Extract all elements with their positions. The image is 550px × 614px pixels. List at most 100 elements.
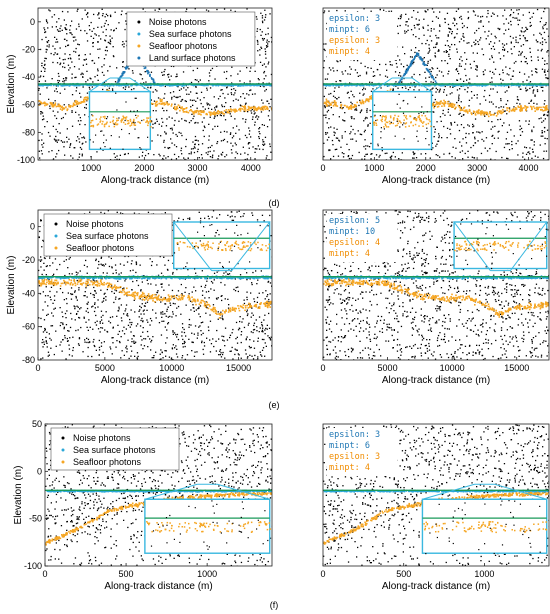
- noise-photon: [528, 102, 530, 104]
- noise-photon: [84, 106, 86, 109]
- noise-photon: [439, 24, 441, 26]
- noise-photon: [120, 13, 122, 16]
- noise-photon: [534, 68, 537, 70]
- noise-photon: [491, 135, 493, 137]
- seafloor-photon: [469, 110, 471, 112]
- noise-photon: [225, 77, 228, 80]
- sea-surface-photon: [223, 84, 226, 87]
- inset-noise-photon: [134, 128, 136, 130]
- inset-noise-photon: [95, 134, 97, 136]
- inset-seafloor-photon: [90, 125, 92, 127]
- legend-marker: [137, 32, 141, 36]
- noise-photon: [429, 59, 432, 61]
- noise-photon: [97, 26, 99, 28]
- noise-photon: [439, 116, 442, 118]
- noise-photon: [262, 148, 264, 151]
- noise-photon: [190, 91, 192, 93]
- land-photon: [434, 80, 437, 82]
- seafloor-photon: [211, 112, 214, 115]
- noise-photon: [73, 66, 76, 68]
- noise-photon: [266, 100, 268, 102]
- inset-seafloor-photon: [91, 119, 94, 122]
- seafloor-photon: [150, 102, 153, 105]
- noise-photon: [266, 46, 268, 48]
- sea-surface-photon: [419, 84, 421, 86]
- noise-photon: [431, 8, 434, 10]
- inset-seafloor-photon: [100, 116, 102, 118]
- inset-seafloor-photon: [133, 124, 136, 126]
- noise-photon: [75, 28, 78, 30]
- noise-photon: [385, 63, 387, 66]
- noise-photon: [263, 70, 266, 73]
- noise-photon: [81, 155, 83, 157]
- noise-photon: [51, 150, 53, 152]
- noise-photon: [208, 135, 210, 137]
- noise-photon: [267, 33, 269, 35]
- noise-photon: [77, 43, 79, 45]
- noise-photon: [323, 114, 325, 116]
- noise-photon: [163, 74, 165, 76]
- noise-photon: [94, 76, 96, 78]
- noise-photon: [341, 137, 343, 139]
- noise-photon: [71, 20, 73, 22]
- noise-photon: [101, 15, 104, 17]
- noise-photon: [477, 15, 479, 17]
- noise-photon: [157, 134, 159, 136]
- sea-surface-photon: [40, 84, 42, 87]
- noise-photon: [70, 155, 72, 157]
- noise-photon: [71, 77, 73, 79]
- seafloor-photon: [348, 106, 351, 108]
- noise-photon: [324, 78, 327, 80]
- sea-surface-photon: [102, 84, 104, 87]
- noise-photon: [447, 34, 449, 36]
- noise-photon: [152, 127, 154, 129]
- noise-photon: [461, 60, 463, 62]
- noise-photon: [544, 60, 546, 62]
- noise-photon: [544, 63, 546, 65]
- noise-photon: [83, 59, 85, 61]
- noise-photon: [536, 8, 539, 11]
- noise-photon: [449, 28, 452, 30]
- noise-photon: [76, 10, 78, 12]
- noise-photon: [109, 159, 112, 160]
- noise-photon: [76, 105, 78, 107]
- noise-photon: [423, 34, 425, 36]
- noise-photon: [531, 16, 533, 18]
- seafloor-photon: [108, 89, 110, 92]
- noise-photon: [56, 131, 59, 133]
- noise-photon: [128, 86, 130, 88]
- noise-photon: [105, 54, 107, 56]
- noise-photon: [265, 14, 267, 16]
- noise-photon: [66, 128, 68, 130]
- seafloor-photon: [438, 103, 441, 105]
- noise-photon: [501, 156, 503, 159]
- noise-photon: [128, 68, 130, 70]
- noise-photon: [77, 120, 80, 122]
- noise-photon: [531, 139, 533, 141]
- noise-photon: [537, 56, 539, 58]
- noise-photon: [244, 152, 246, 154]
- noise-photon: [492, 88, 494, 90]
- seafloor-photon: [83, 96, 86, 99]
- noise-photon: [357, 75, 359, 77]
- noise-photon: [493, 13, 495, 15]
- noise-photon: [200, 91, 203, 93]
- inset-noise-photon: [136, 110, 138, 112]
- land-photon: [419, 58, 421, 60]
- noise-photon: [270, 151, 272, 153]
- noise-photon: [418, 37, 420, 40]
- noise-photon: [432, 111, 434, 113]
- noise-photon: [431, 88, 433, 90]
- seafloor-photon: [477, 111, 480, 113]
- noise-photon: [141, 155, 143, 157]
- noise-photon: [452, 22, 454, 24]
- sea-surface-photon: [93, 84, 96, 87]
- noise-photon: [430, 70, 432, 73]
- noise-photon: [75, 90, 77, 92]
- seafloor-photon: [444, 102, 447, 105]
- noise-photon: [180, 100, 182, 102]
- noise-photon: [419, 74, 421, 76]
- noise-photon: [511, 75, 514, 77]
- noise-photon: [233, 94, 235, 96]
- seafloor-photon: [515, 107, 517, 109]
